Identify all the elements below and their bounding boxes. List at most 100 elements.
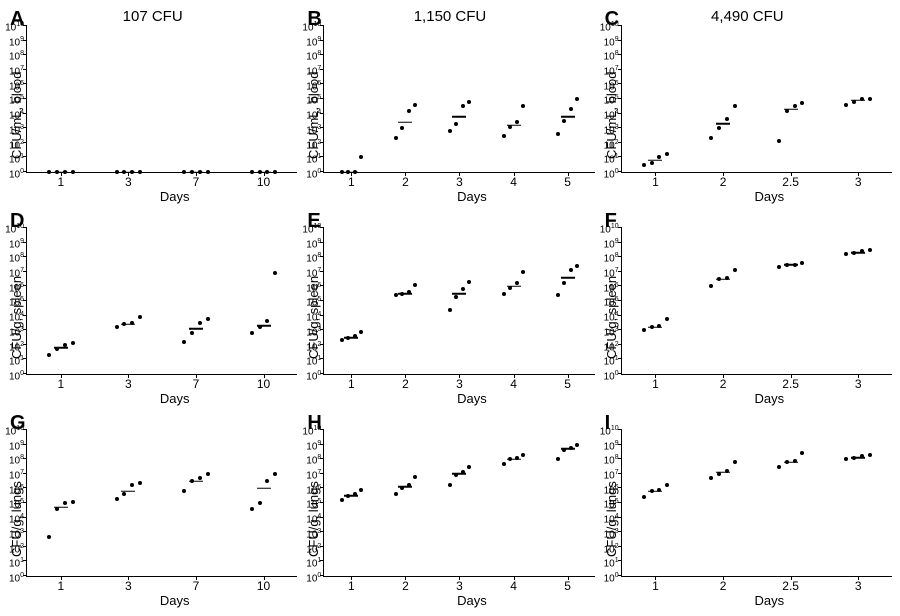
median-line xyxy=(452,473,466,475)
plot-wrap: CFU/mL, blood100101102103104105106107108… xyxy=(8,26,297,204)
chart-area: 122.53 xyxy=(621,430,892,577)
chart-row: 100101102103104105106107108109101012345 xyxy=(321,228,594,375)
data-point xyxy=(115,325,119,329)
x-axis-label: Days xyxy=(349,391,594,406)
x-tick-label: 10 xyxy=(257,579,270,593)
column-title: 107 CFU xyxy=(123,8,183,25)
median-line xyxy=(716,278,730,280)
data-point xyxy=(556,293,560,297)
median-line xyxy=(561,116,575,118)
median-line xyxy=(851,100,865,102)
panel-i: ICFU/g, lungs100101102103104105106107108… xyxy=(603,412,892,608)
x-tick-label: 5 xyxy=(564,377,571,391)
median-line xyxy=(257,325,271,327)
x-tick-label: 1 xyxy=(348,579,355,593)
data-point xyxy=(844,457,848,461)
data-point xyxy=(800,451,804,455)
x-tick-label: 3 xyxy=(125,175,132,189)
data-point xyxy=(198,321,202,325)
data-point xyxy=(407,109,411,113)
data-point xyxy=(665,152,669,156)
data-point xyxy=(71,341,75,345)
x-tick-label: 7 xyxy=(193,579,200,593)
x-tick-label: 5 xyxy=(564,175,571,189)
plot-wrap: CFU/g, spleen100101102103104105106107108… xyxy=(603,228,892,406)
x-tick-label: 5 xyxy=(564,579,571,593)
chart-row: 100101102103104105106107108109101012345 xyxy=(321,430,594,577)
data-point xyxy=(777,465,781,469)
median-line xyxy=(507,286,521,288)
data-point xyxy=(63,501,67,505)
median-line xyxy=(54,347,68,349)
data-point xyxy=(413,475,417,479)
median-line xyxy=(189,328,203,330)
data-point xyxy=(642,328,646,332)
x-tick-label: 3 xyxy=(125,579,132,593)
chart-area: 12345 xyxy=(323,430,594,577)
data-point xyxy=(448,483,452,487)
chart-row: 100101102103104105106107108109101012345 xyxy=(321,26,594,173)
median-line xyxy=(507,125,521,127)
chart-area: 12345 xyxy=(323,228,594,375)
data-point xyxy=(71,170,75,174)
x-tick-label: 2 xyxy=(720,377,727,391)
data-point xyxy=(206,472,210,476)
median-line xyxy=(398,486,412,488)
data-point xyxy=(448,308,452,312)
data-point xyxy=(138,315,142,319)
chart-row: 100101102103104105106107108109101013710 xyxy=(24,228,297,375)
x-tick-label: 3 xyxy=(855,579,862,593)
x-tick-label: 1 xyxy=(348,175,355,189)
data-point xyxy=(394,136,398,140)
x-tick-label: 1 xyxy=(652,175,659,189)
data-point xyxy=(340,498,344,502)
median-line xyxy=(344,495,358,497)
x-axis-label: Days xyxy=(349,593,594,608)
median-line xyxy=(851,252,865,254)
x-tick-label: 4 xyxy=(510,377,517,391)
data-point xyxy=(394,293,398,297)
data-point xyxy=(844,252,848,256)
median-line xyxy=(452,116,466,118)
median-line xyxy=(121,491,135,493)
data-point xyxy=(273,472,277,476)
chart-area: 12345 xyxy=(323,26,594,173)
x-axis-label: Days xyxy=(52,391,297,406)
data-point xyxy=(575,264,579,268)
data-point xyxy=(400,126,404,130)
x-tick-label: 4 xyxy=(510,579,517,593)
plot: 100101102103104105106107108109101013710D… xyxy=(24,430,297,608)
chart-row: 1001011021031041051061071081091010122.53 xyxy=(619,26,892,173)
x-tick-label: 2.5 xyxy=(782,579,799,593)
column-title: 4,490 CFU xyxy=(711,8,784,25)
data-point xyxy=(454,295,458,299)
median-line xyxy=(507,458,521,460)
data-point xyxy=(569,268,573,272)
data-point xyxy=(569,107,573,111)
data-point xyxy=(182,170,186,174)
median-line xyxy=(54,507,68,509)
x-axis-label: Days xyxy=(52,593,297,608)
data-point xyxy=(454,122,458,126)
x-tick-label: 2 xyxy=(402,175,409,189)
median-line xyxy=(648,491,662,493)
x-tick-label: 2 xyxy=(402,579,409,593)
median-line xyxy=(851,457,865,459)
data-point xyxy=(138,170,142,174)
x-tick-label: 3 xyxy=(125,377,132,391)
median-line xyxy=(189,171,203,173)
data-point xyxy=(47,353,51,357)
panel-d: DCFU/g, spleen10010110210310410510610710… xyxy=(8,210,297,406)
x-tick-label: 2 xyxy=(402,377,409,391)
x-tick-label: 3 xyxy=(456,579,463,593)
data-point xyxy=(868,453,872,457)
data-point xyxy=(413,283,417,287)
data-point xyxy=(467,100,471,104)
data-point xyxy=(130,483,134,487)
plot: 100101102103104105106107108109101013710 D… xyxy=(24,228,297,406)
data-point xyxy=(182,489,186,493)
plot: 100101102103104105106107108109101012345 D… xyxy=(321,228,594,406)
chart-row: 1001011021031041051061071081091010122.53 xyxy=(619,430,892,577)
plot-wrap: CFU/g, lungs1001011021031041051061071081… xyxy=(305,430,594,608)
data-point xyxy=(448,129,452,133)
